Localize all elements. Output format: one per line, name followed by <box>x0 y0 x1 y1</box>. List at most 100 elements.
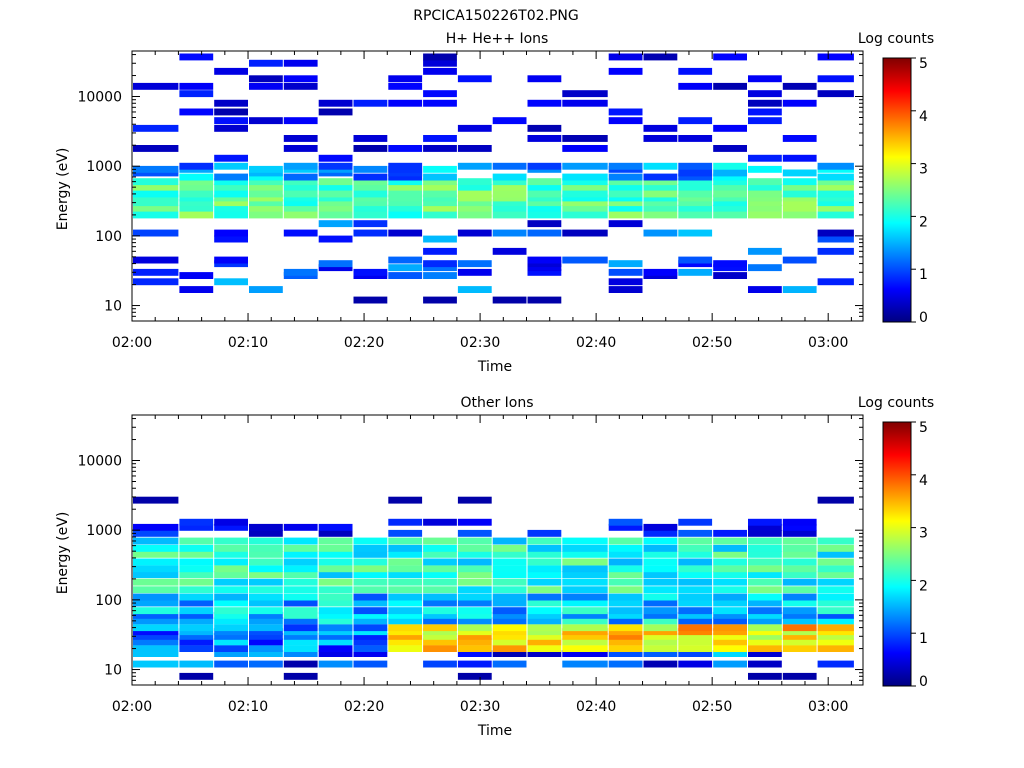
heatmap-cell <box>527 544 562 552</box>
heatmap-cell <box>608 571 643 579</box>
heatmap-cell <box>678 617 713 625</box>
heatmap-cell <box>388 558 423 566</box>
heatmap-cell <box>678 260 713 268</box>
heatmap-cell <box>318 607 353 615</box>
heatmap-cell <box>492 204 527 212</box>
heatmap-cell <box>748 204 782 212</box>
panel1-heatmap <box>133 53 854 304</box>
heatmap-cell <box>179 178 214 186</box>
heatmap-cell <box>214 99 248 107</box>
heatmap-cell <box>179 617 214 625</box>
heatmap-cell <box>492 624 527 632</box>
heatmap-cell <box>608 108 643 116</box>
heatmap-cell <box>214 204 248 212</box>
heatmap-cell <box>782 645 817 652</box>
heatmap-cell <box>492 645 527 652</box>
heatmap-cell <box>249 173 283 181</box>
x-tick-label: 02:10 <box>228 335 268 351</box>
heatmap-cell <box>608 523 643 531</box>
heatmap-cell <box>353 220 388 228</box>
heatmap-cell <box>249 607 283 615</box>
heatmap-cell <box>214 607 248 615</box>
heatmap-cell <box>817 578 854 586</box>
heatmap-cell <box>133 617 179 625</box>
heatmap-cell <box>179 518 214 526</box>
heatmap-cell <box>318 178 353 186</box>
heatmap-cell <box>492 607 527 615</box>
heatmap-cell <box>249 632 283 640</box>
heatmap-cell <box>608 624 643 632</box>
heatmap-cell <box>748 537 782 545</box>
heatmap-cell <box>608 117 643 125</box>
heatmap-cell <box>713 565 747 573</box>
heatmap-cell <box>214 611 248 619</box>
figure-title: RPCICA150226T02.PNG <box>413 8 578 24</box>
heatmap-cell <box>318 194 353 202</box>
heatmap-cell <box>249 190 283 198</box>
heatmap-cell <box>527 632 562 640</box>
heatmap-cell <box>388 229 423 237</box>
heatmap-cell <box>249 544 283 552</box>
panel2-ylabel: Energy (eV) <box>55 512 71 595</box>
heatmap-cell <box>713 611 747 619</box>
heatmap-cell <box>678 650 713 657</box>
heatmap-cell <box>782 638 817 646</box>
heatmap-cell <box>748 558 782 566</box>
y-tick-label: 1000 <box>86 159 122 175</box>
heatmap-cell <box>457 565 492 573</box>
heatmap-cell <box>249 617 283 625</box>
heatmap-cell <box>179 611 214 619</box>
heatmap-cell <box>643 268 678 276</box>
heatmap-cell <box>608 53 643 61</box>
heatmap-cell <box>562 99 608 107</box>
heatmap-cell <box>179 599 214 607</box>
heatmap-cell <box>713 82 747 90</box>
heatmap-cell <box>713 183 747 191</box>
heatmap-cell <box>678 578 713 586</box>
heatmap-cell <box>782 518 817 526</box>
heatmap-cell <box>713 632 747 640</box>
heatmap-cell <box>179 108 214 116</box>
heatmap-cell <box>318 550 353 558</box>
heatmap-cell <box>713 586 747 594</box>
heatmap-cell <box>817 550 854 558</box>
heatmap-cell <box>492 578 527 586</box>
heatmap-cell <box>713 593 747 601</box>
panel1-xlabel: Time <box>477 359 512 375</box>
heatmap-cell <box>817 75 854 83</box>
heatmap-cell <box>179 199 214 207</box>
heatmap-cell <box>283 617 318 625</box>
heatmap-cell <box>748 154 782 162</box>
heatmap-cell <box>283 145 318 152</box>
heatmap-cell <box>283 586 318 594</box>
heatmap-cell <box>457 586 492 594</box>
heatmap-cell <box>283 624 318 632</box>
heatmap-cell <box>678 544 713 552</box>
heatmap-cell <box>423 645 457 652</box>
heatmap-cell <box>608 565 643 573</box>
heatmap-cell <box>457 607 492 615</box>
heatmap-cell <box>782 190 817 198</box>
heatmap-cell <box>748 117 782 125</box>
heatmap-cell <box>817 571 854 579</box>
heatmap-cell <box>562 632 608 640</box>
heatmap-cell <box>283 650 318 657</box>
heatmap-cell <box>283 628 318 636</box>
heatmap-cell <box>748 571 782 579</box>
heatmap-cell <box>423 537 457 545</box>
heatmap-cell <box>678 117 713 125</box>
heatmap-cell <box>214 229 248 237</box>
heatmap-cell <box>748 544 782 552</box>
heatmap-cell <box>492 660 527 668</box>
heatmap-cell <box>562 645 608 652</box>
heatmap-cell <box>283 178 318 186</box>
panel1-colorbar-label: Log counts <box>858 31 934 47</box>
heatmap-cell <box>388 611 423 619</box>
heatmap-cell <box>179 628 214 636</box>
heatmap-cell <box>713 650 747 657</box>
heatmap-cell <box>782 558 817 566</box>
heatmap-cell <box>562 544 608 552</box>
heatmap-cell <box>388 544 423 552</box>
heatmap-cell <box>423 183 457 191</box>
panel2-colorbar-label: Log counts <box>858 395 934 411</box>
